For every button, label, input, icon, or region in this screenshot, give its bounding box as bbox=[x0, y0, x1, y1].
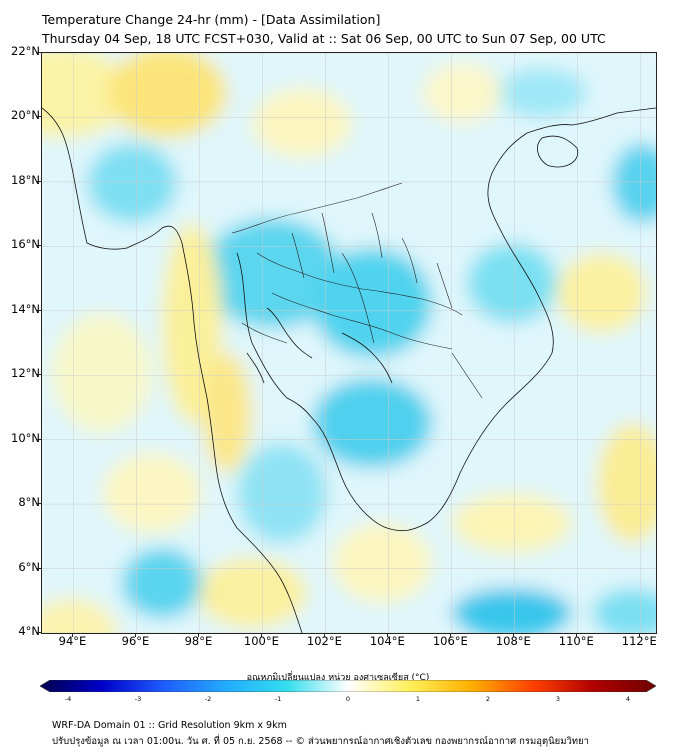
longitude-label: 104°E bbox=[369, 634, 405, 648]
latitude-label: 4°N bbox=[18, 624, 40, 638]
latitude-tick bbox=[37, 116, 41, 118]
map-panel bbox=[41, 52, 657, 634]
graticule bbox=[42, 53, 656, 633]
temperature-change-map bbox=[42, 53, 656, 633]
latitude-label: 8°N bbox=[18, 495, 40, 510]
longitude-tick bbox=[576, 633, 578, 637]
longitude-label: 112°E bbox=[621, 634, 657, 648]
longitude-label: 106°E bbox=[432, 634, 468, 648]
latitude-label: 6°N bbox=[18, 559, 40, 574]
colorbar-tick-label: 3 bbox=[555, 695, 561, 703]
latitude-label: 16°N bbox=[11, 237, 40, 252]
latitude-label: 20°N bbox=[11, 108, 40, 123]
latitude-label: 18°N bbox=[11, 172, 40, 187]
footer-model-info: WRF-DA Domain 01 :: Grid Resolution 9km … bbox=[52, 720, 287, 731]
colorbar-tick-label: 0 bbox=[345, 695, 351, 703]
latitude-tick bbox=[37, 438, 41, 440]
longitude-tick bbox=[72, 633, 74, 637]
colorbar-tick-label: -3 bbox=[134, 695, 142, 703]
longitude-tick bbox=[513, 633, 515, 637]
latitude-tick bbox=[37, 503, 41, 505]
latitude-label: 12°N bbox=[11, 366, 40, 381]
latitude-tick bbox=[37, 374, 41, 376]
latitude-tick bbox=[37, 309, 41, 311]
latitude-tick bbox=[37, 567, 41, 569]
colorbar-tick-label: 4 bbox=[625, 695, 631, 703]
colorbar-title: อุณหภูมิเปลี่ยนแปลง หน่วย องศาเซลเซียส (… bbox=[246, 673, 430, 683]
province-borders bbox=[231, 182, 483, 399]
longitude-tick bbox=[639, 633, 641, 637]
longitude-tick bbox=[135, 633, 137, 637]
colorbar-tick-label: -2 bbox=[204, 695, 212, 703]
latitude-tick bbox=[37, 245, 41, 247]
longitude-tick bbox=[261, 633, 263, 637]
latitude-tick bbox=[37, 632, 41, 633]
longitude-tick bbox=[387, 633, 389, 637]
longitude-label: 96°E bbox=[121, 634, 150, 648]
latitude-tick bbox=[37, 180, 41, 182]
longitude-label: 100°E bbox=[243, 634, 279, 648]
latitude-label: 14°N bbox=[11, 301, 40, 316]
longitude-tick bbox=[198, 633, 200, 637]
latitude-label: 10°N bbox=[11, 430, 40, 445]
temperature-field bbox=[42, 53, 656, 633]
map-title: Temperature Change 24-hr (mm) - [Data As… bbox=[42, 12, 381, 27]
colorbar-tick-label: -1 bbox=[274, 695, 282, 703]
longitude-label: 102°E bbox=[306, 634, 342, 648]
longitude-label: 98°E bbox=[184, 634, 213, 648]
latitude-tick bbox=[37, 52, 41, 53]
longitude-label: 94°E bbox=[58, 634, 87, 648]
map-subtitle: Thursday 04 Sep, 18 UTC FCST+030, Valid … bbox=[42, 31, 606, 46]
longitude-label: 110°E bbox=[558, 634, 594, 648]
colorbar-tick-label: 1 bbox=[415, 695, 421, 703]
coastlines bbox=[42, 107, 656, 633]
longitude-tick bbox=[450, 633, 452, 637]
colorbar-tick-label: -4 bbox=[64, 695, 72, 703]
longitude-tick bbox=[324, 633, 326, 637]
footer-credit: ปรับปรุงข้อมูล ณ เวลา 01:00น. วัน ศ. ที่… bbox=[52, 736, 589, 747]
colorbar-tick-label: 2 bbox=[485, 695, 491, 703]
colorbar bbox=[40, 680, 656, 692]
longitude-label: 108°E bbox=[495, 634, 531, 648]
latitude-label: 22°N bbox=[11, 44, 40, 58]
